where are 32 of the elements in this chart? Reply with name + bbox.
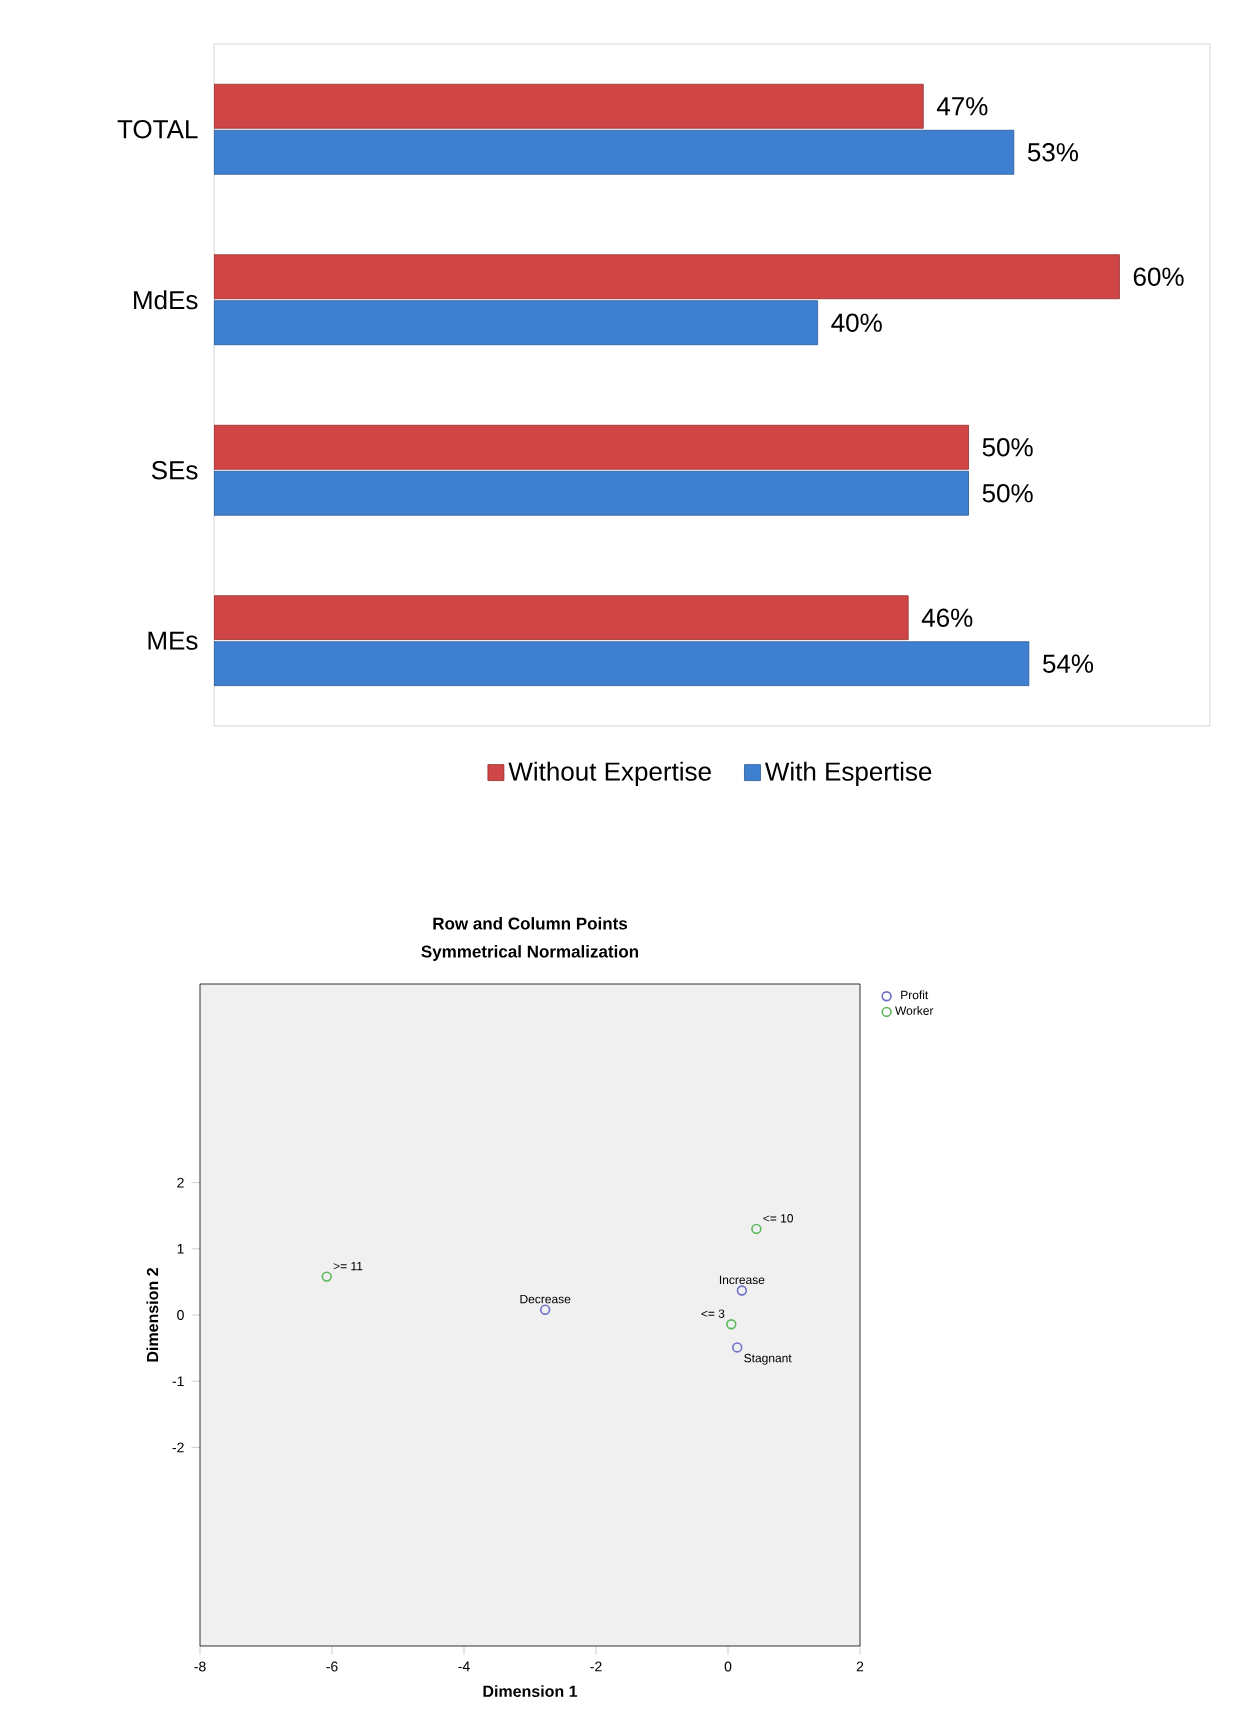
bar <box>214 300 819 346</box>
data-label: 47% <box>936 97 988 116</box>
point <box>751 1223 762 1235</box>
y-axis-title: Dimension 2 <box>146 1268 159 1362</box>
y-tick-label: TOTAL <box>117 120 198 139</box>
point <box>726 1319 737 1330</box>
point <box>539 1304 551 1315</box>
chart-title: Row and Column Points <box>433 917 628 930</box>
x-axis-title: Dimension 1 <box>483 1685 578 1697</box>
bar <box>214 254 1120 300</box>
bar <box>214 641 1030 687</box>
point <box>736 1285 748 1296</box>
bar <box>214 129 1015 175</box>
data-label: 54% <box>1043 654 1094 673</box>
y-tick-label: SEs <box>151 461 198 480</box>
data-label: 46% <box>921 608 973 627</box>
chart-subtitle: Symmetrical Normalization <box>421 945 639 961</box>
data-label: 40% <box>831 313 882 332</box>
bar <box>214 595 909 641</box>
y-tick-label: MEs <box>148 631 198 650</box>
y-tick-label: MdEs <box>134 290 198 310</box>
data-label: 50% <box>982 484 1033 503</box>
data-label: 53% <box>1027 143 1078 162</box>
bar <box>214 424 969 470</box>
legend-label: With Espertise <box>764 761 932 786</box>
data-label: 50% <box>982 438 1033 457</box>
bar <box>214 470 969 516</box>
bar <box>214 83 924 129</box>
data-label: 60% <box>1133 267 1184 286</box>
point <box>321 1271 332 1282</box>
legend-label: Without Expertise <box>508 761 711 786</box>
point <box>732 1342 743 1353</box>
